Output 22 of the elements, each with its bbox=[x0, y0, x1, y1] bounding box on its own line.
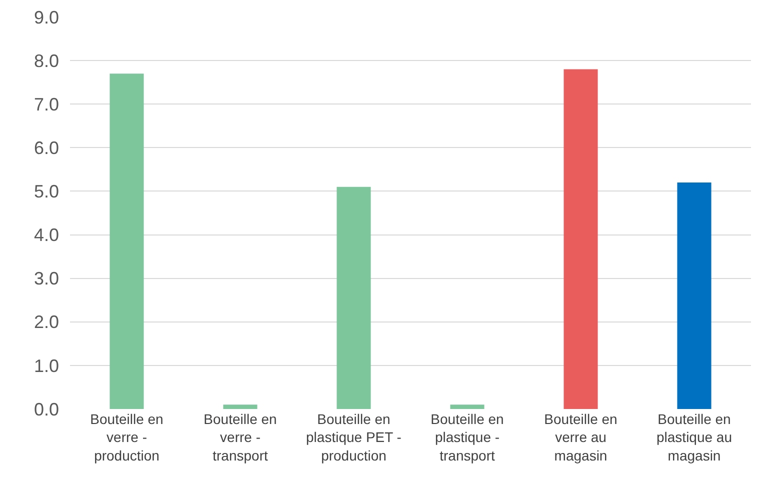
y-tick-label: 2.0 bbox=[34, 312, 59, 332]
y-tick-label: 7.0 bbox=[34, 94, 59, 114]
x-tick-label: Bouteille en verre au magasin bbox=[544, 411, 618, 464]
y-tick-label: 6.0 bbox=[34, 138, 59, 158]
x-tick-label: Bouteille en plastique - transport bbox=[430, 411, 504, 464]
y-tick-label: 4.0 bbox=[34, 225, 59, 246]
bar bbox=[450, 404, 484, 409]
y-tick-label: 5.0 bbox=[34, 182, 59, 202]
x-tick-label: Bouteille en plastique au magasin bbox=[656, 411, 732, 464]
x-tick-label: Bouteille en verre - transport bbox=[204, 411, 277, 464]
bar bbox=[110, 74, 144, 409]
bar bbox=[677, 182, 712, 409]
y-tick-label: 9.0 bbox=[34, 7, 59, 28]
y-tick-label: 0.0 bbox=[34, 399, 59, 420]
bar bbox=[564, 69, 598, 409]
y-tick-label: 3.0 bbox=[34, 268, 59, 289]
y-tick-label: 8.0 bbox=[34, 50, 59, 71]
bar bbox=[336, 186, 371, 409]
bar bbox=[223, 404, 258, 409]
x-tick-label: Bouteille en plastique PET - production bbox=[306, 411, 402, 464]
y-tick-label: 1.0 bbox=[34, 356, 59, 376]
x-tick-label: Bouteille en verre - production bbox=[90, 411, 164, 464]
